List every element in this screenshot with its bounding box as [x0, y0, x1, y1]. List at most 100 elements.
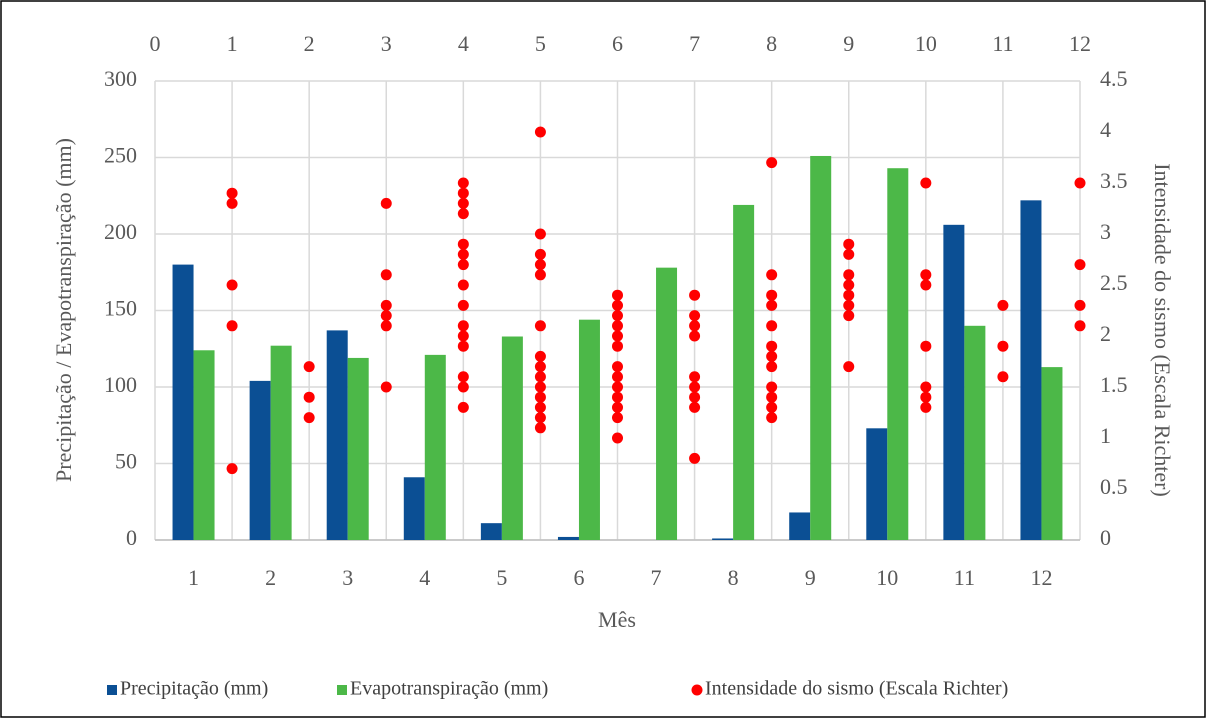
scatter-point [612, 391, 623, 403]
scatter-point [689, 452, 701, 464]
y-tick-label: 0 [126, 525, 137, 550]
scatter-point [689, 289, 701, 301]
x2-tick-label: 5 [535, 31, 546, 56]
scatter-point [612, 289, 623, 301]
scatter-point [226, 463, 238, 475]
scatter-point [534, 381, 546, 393]
scatter-point [843, 269, 855, 281]
scatter-point [457, 187, 469, 199]
scatter-point [766, 299, 778, 311]
x-tick-label: 10 [876, 565, 898, 590]
x-tick-label: 5 [496, 565, 507, 590]
y-tick-label: 50 [115, 449, 137, 474]
x2-tick-label: 7 [689, 31, 700, 56]
scatter-point [534, 371, 546, 383]
scatter-point [457, 197, 469, 209]
scatter-point [843, 310, 855, 322]
scatter-point [612, 401, 623, 413]
bar [578, 319, 600, 540]
scatter-point [534, 422, 546, 434]
x2-tick-label: 12 [1069, 31, 1091, 56]
scatter-point [843, 361, 855, 373]
bar [810, 155, 832, 540]
scatter-point [766, 412, 778, 424]
x-tick-label: 2 [265, 565, 276, 590]
scatter-point [843, 299, 855, 311]
scatter-point [612, 340, 623, 352]
y2-tick-label: 1.5 [1100, 372, 1128, 397]
x-tick-label: 12 [1030, 565, 1052, 590]
scatter-point [457, 320, 469, 332]
x2-tick-label: 4 [458, 31, 469, 56]
scatter-point [1074, 259, 1086, 271]
bar [866, 428, 888, 540]
y-tick-label: 150 [104, 296, 137, 321]
x-tick-label: 4 [419, 565, 430, 590]
scatter-point [612, 381, 623, 393]
scatter-point [612, 299, 623, 311]
scatter-point [534, 259, 546, 271]
x2-tick-label: 8 [766, 31, 777, 56]
x2-tick-label: 6 [612, 31, 623, 56]
scatter-point [534, 401, 546, 413]
scatter-point [226, 279, 238, 291]
bar [656, 267, 678, 540]
x2-tick-label: 1 [227, 31, 238, 56]
bar [1041, 367, 1063, 540]
scatter-point [612, 412, 623, 424]
bar [712, 538, 734, 540]
scatter-point [612, 310, 623, 322]
scatter-point [1074, 320, 1086, 332]
y2-axis-title: Intensidade do sismo (Escala Richter) [1150, 163, 1175, 497]
scatter-point [766, 320, 778, 332]
scatter-point [997, 340, 1009, 352]
scatter-point [843, 279, 855, 291]
scatter-point [457, 401, 469, 413]
scatter-point [534, 391, 546, 403]
scatter-point [843, 248, 855, 260]
scatter-point [612, 361, 623, 373]
bar [424, 354, 446, 540]
scatter-point [457, 248, 469, 260]
bar [326, 330, 348, 540]
x-tick-label: 6 [573, 565, 584, 590]
x2-tick-label: 10 [915, 31, 937, 56]
scatter-point [689, 391, 701, 403]
y2-tick-label: 3 [1100, 219, 1111, 244]
y2-tick-label: 4 [1100, 117, 1111, 142]
scatter-point [534, 412, 546, 424]
scatter-point [766, 340, 778, 352]
bar [249, 380, 271, 540]
scatter-point [920, 381, 932, 393]
scatter-point [457, 279, 469, 291]
y2-tick-label: 3.5 [1100, 168, 1128, 193]
scatter-point [457, 381, 469, 393]
scatter-point [303, 412, 315, 424]
scatter-point [766, 157, 778, 169]
scatter-point [766, 289, 778, 301]
scatter-point [766, 361, 778, 373]
scatter-point [380, 299, 392, 311]
scatter-point [612, 330, 623, 342]
y-axis-title: Precipitação / Evapotranspiração (mm) [51, 138, 76, 482]
scatter-point [457, 208, 469, 220]
y2-tick-label: 0.5 [1100, 474, 1128, 499]
scatter-point [920, 177, 932, 189]
x2-tick-label: 9 [843, 31, 854, 56]
bar [1020, 200, 1042, 540]
x-tick-label: 3 [342, 565, 353, 590]
scatter-point [920, 340, 932, 352]
bar [557, 536, 579, 540]
x-tick-label: 11 [954, 565, 975, 590]
x2-tick-label: 11 [992, 31, 1013, 56]
y2-tick-label: 0 [1100, 525, 1111, 550]
scatter-point [457, 371, 469, 383]
scatter-point [303, 391, 315, 403]
x-tick-label: 9 [805, 565, 816, 590]
scatter-point [380, 320, 392, 332]
bar [943, 224, 965, 540]
scatter-point [457, 299, 469, 311]
scatter-point [766, 350, 778, 362]
x-tick-label: 8 [728, 565, 739, 590]
bar [887, 168, 909, 540]
